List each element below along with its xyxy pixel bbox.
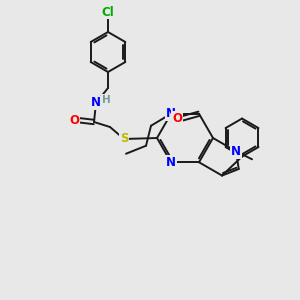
Text: H: H <box>102 95 110 105</box>
Text: O: O <box>172 112 182 125</box>
Text: N: N <box>166 107 176 120</box>
Text: O: O <box>69 113 79 127</box>
Text: Cl: Cl <box>102 5 114 19</box>
Text: N: N <box>91 97 101 110</box>
Text: N: N <box>166 156 176 169</box>
Text: S: S <box>120 133 128 146</box>
Text: N: N <box>231 145 241 158</box>
